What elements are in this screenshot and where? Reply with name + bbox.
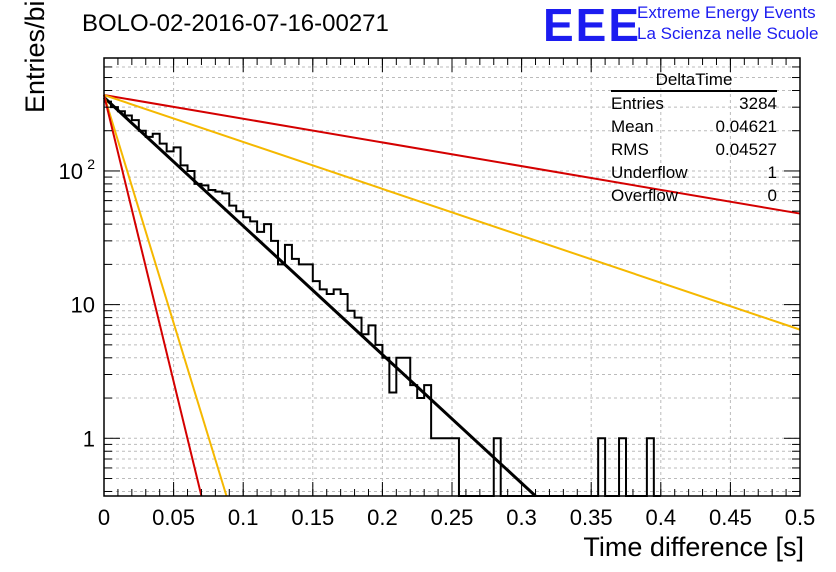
stats-title: DeltaTime — [611, 70, 777, 92]
stats-label: Mean — [611, 117, 654, 136]
fit-lines — [102, 94, 801, 498]
y-tick-label: 10 — [71, 293, 95, 318]
x-tick-label: 0.4 — [646, 505, 677, 530]
stats-label: Underflow — [611, 163, 688, 182]
x-tick-label: 0.15 — [291, 505, 334, 530]
fit-line-3 — [103, 94, 228, 497]
stats-label: Entries — [611, 94, 664, 113]
x-tick-label: 0.05 — [152, 505, 195, 530]
x-tick-label: 0.2 — [367, 505, 398, 530]
stats-value: 0 — [767, 186, 777, 205]
x-tick-label: 0.45 — [709, 505, 752, 530]
stats-row: Entries 3284 — [611, 92, 777, 115]
stats-value: 0.04527 — [715, 140, 777, 159]
x-tick-label: 0.3 — [506, 505, 537, 530]
stats-label: Overflow — [611, 186, 679, 205]
axis-ticks — [103, 57, 801, 496]
grid — [104, 57, 800, 496]
stats-value: 0.04621 — [715, 117, 777, 136]
x-tick-label: 0.35 — [570, 505, 613, 530]
stats-row: RMS 0.04527 — [611, 138, 777, 161]
tick-labels: 0 0.05 0.1 0.15 0.2 0.25 0.3 0.35 0.4 0.45 0.51101… — [59, 156, 816, 530]
x-tick-label: 0.5 — [785, 505, 816, 530]
x-tick-label: 0.1 — [228, 505, 259, 530]
stats-row: Overflow 0 — [611, 184, 777, 207]
stats-value: 1 — [767, 163, 777, 182]
x-axis-label: Time difference [s] — [583, 532, 804, 562]
y-tick-exponent: 2 — [87, 156, 95, 172]
stats-row: Underflow 1 — [611, 161, 777, 184]
stats-box: DeltaTime Entries 3284 Mean 0.04621 RMS 0.0… — [611, 70, 777, 207]
y-tick-label: 10 — [59, 159, 83, 184]
x-tick-label: 0.25 — [431, 505, 474, 530]
logo-line-2: La Scienza nelle Scuole — [637, 24, 819, 43]
stats-row: Mean 0.04621 — [611, 115, 777, 138]
stats-value: 3284 — [739, 94, 777, 113]
fit-line-1 — [103, 94, 801, 215]
y-tick-label: 1 — [83, 426, 95, 451]
fit-line-4 — [103, 94, 203, 497]
stats-label: RMS — [611, 140, 649, 159]
logo-line-1: Extreme Energy Events — [637, 3, 816, 22]
chart-title: BOLO-02-2016-07-16-00271 — [82, 10, 389, 37]
fit-line-0 — [102, 96, 537, 498]
y-axis-label: Entries/bin — [20, 0, 50, 113]
eee-logo: EEE — [543, 0, 642, 51]
x-tick-label: 0 — [98, 505, 110, 530]
fit-line-2 — [103, 94, 801, 331]
